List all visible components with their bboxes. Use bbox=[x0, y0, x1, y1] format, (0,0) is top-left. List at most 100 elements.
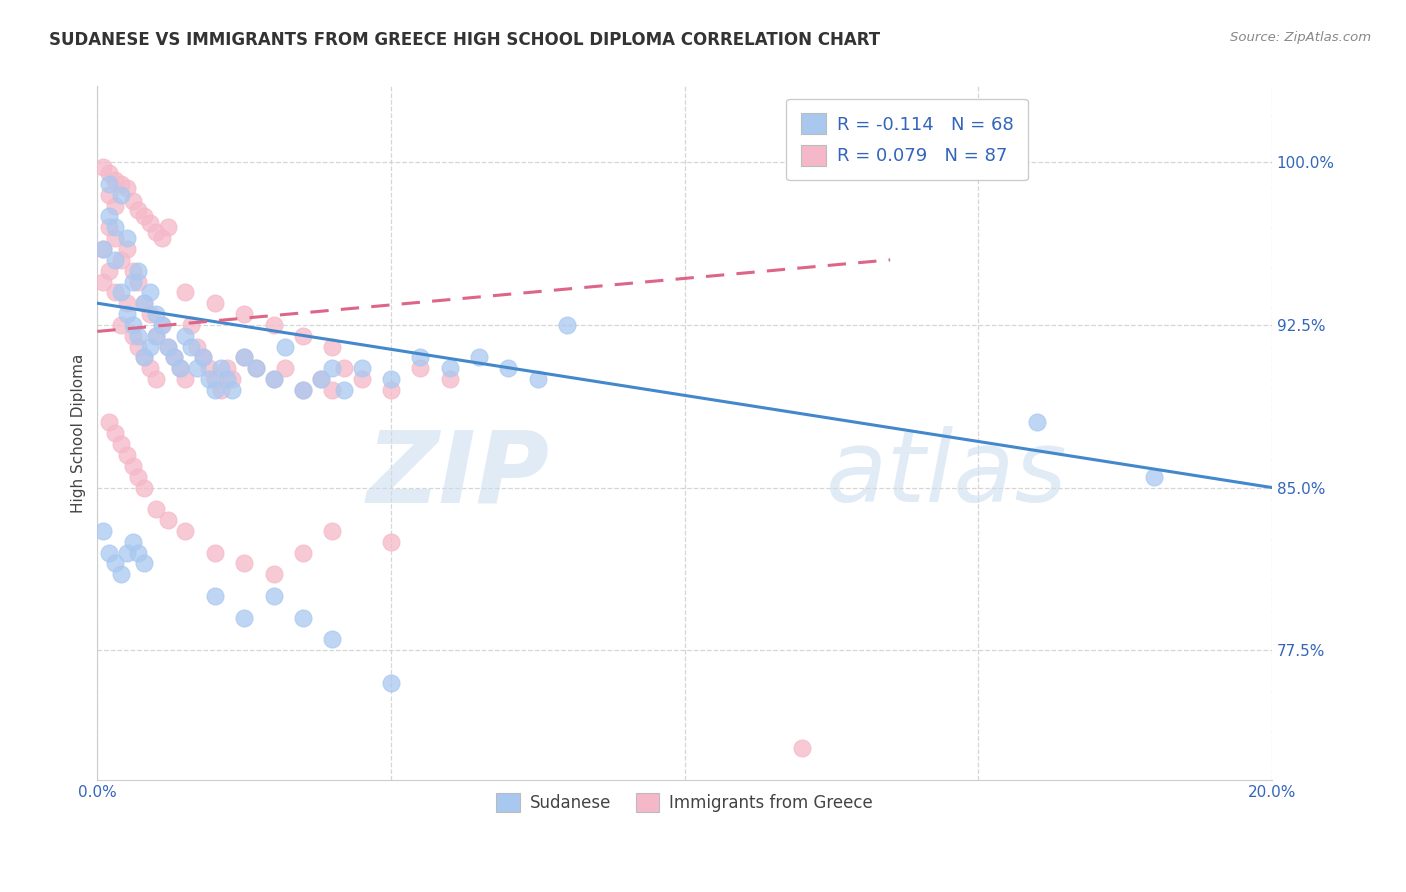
Point bbox=[139, 340, 162, 354]
Point bbox=[245, 361, 267, 376]
Legend: Sudanese, Immigrants from Greece: Sudanese, Immigrants from Greece bbox=[485, 781, 884, 824]
Point bbox=[98, 210, 121, 224]
Point bbox=[134, 210, 156, 224]
Point bbox=[156, 513, 179, 527]
Point bbox=[186, 340, 208, 354]
Point bbox=[180, 340, 202, 354]
Point bbox=[145, 372, 167, 386]
Point bbox=[221, 372, 243, 386]
Point bbox=[263, 372, 285, 386]
Point bbox=[134, 557, 156, 571]
Point bbox=[110, 187, 132, 202]
Point bbox=[291, 383, 314, 397]
Point bbox=[115, 242, 138, 256]
Point bbox=[233, 610, 256, 624]
Point bbox=[174, 524, 197, 538]
Point bbox=[115, 231, 138, 245]
Point bbox=[98, 187, 121, 202]
Point bbox=[263, 567, 285, 582]
Point bbox=[104, 172, 127, 186]
Point bbox=[291, 328, 314, 343]
Point bbox=[98, 416, 121, 430]
Point bbox=[121, 263, 143, 277]
Point bbox=[350, 361, 373, 376]
Point bbox=[121, 194, 143, 209]
Point bbox=[221, 383, 243, 397]
Point bbox=[104, 199, 127, 213]
Point bbox=[245, 361, 267, 376]
Point bbox=[150, 318, 173, 332]
Point bbox=[174, 372, 197, 386]
Point bbox=[180, 318, 202, 332]
Point bbox=[115, 546, 138, 560]
Point bbox=[468, 351, 491, 365]
Point bbox=[321, 632, 343, 647]
Point bbox=[291, 610, 314, 624]
Point bbox=[115, 296, 138, 310]
Point bbox=[274, 361, 297, 376]
Y-axis label: High School Diploma: High School Diploma bbox=[72, 353, 86, 513]
Point bbox=[145, 328, 167, 343]
Point bbox=[104, 426, 127, 441]
Point bbox=[127, 263, 149, 277]
Point bbox=[333, 383, 356, 397]
Point bbox=[204, 546, 226, 560]
Point bbox=[204, 296, 226, 310]
Point bbox=[191, 351, 214, 365]
Point bbox=[380, 372, 402, 386]
Point bbox=[233, 351, 256, 365]
Point bbox=[198, 372, 221, 386]
Point bbox=[215, 372, 238, 386]
Point bbox=[163, 351, 186, 365]
Point bbox=[134, 481, 156, 495]
Point bbox=[127, 469, 149, 483]
Point bbox=[127, 340, 149, 354]
Point bbox=[156, 220, 179, 235]
Point bbox=[555, 318, 578, 332]
Point bbox=[110, 285, 132, 300]
Point bbox=[1026, 416, 1049, 430]
Point bbox=[91, 242, 114, 256]
Point bbox=[110, 318, 132, 332]
Point bbox=[233, 557, 256, 571]
Point bbox=[191, 351, 214, 365]
Point bbox=[209, 383, 232, 397]
Point bbox=[156, 340, 179, 354]
Point bbox=[134, 296, 156, 310]
Text: SUDANESE VS IMMIGRANTS FROM GREECE HIGH SCHOOL DIPLOMA CORRELATION CHART: SUDANESE VS IMMIGRANTS FROM GREECE HIGH … bbox=[49, 31, 880, 49]
Point bbox=[115, 181, 138, 195]
Point bbox=[139, 285, 162, 300]
Point bbox=[263, 589, 285, 603]
Point bbox=[321, 524, 343, 538]
Point bbox=[790, 740, 813, 755]
Point bbox=[110, 252, 132, 267]
Point bbox=[127, 275, 149, 289]
Point bbox=[263, 372, 285, 386]
Point bbox=[409, 351, 432, 365]
Point bbox=[121, 318, 143, 332]
Point bbox=[209, 361, 232, 376]
Point bbox=[98, 177, 121, 191]
Point bbox=[527, 372, 550, 386]
Point bbox=[91, 275, 114, 289]
Text: Source: ZipAtlas.com: Source: ZipAtlas.com bbox=[1230, 31, 1371, 45]
Point bbox=[204, 383, 226, 397]
Point bbox=[127, 328, 149, 343]
Point bbox=[233, 307, 256, 321]
Point bbox=[121, 534, 143, 549]
Point bbox=[156, 340, 179, 354]
Point bbox=[204, 372, 226, 386]
Point bbox=[145, 502, 167, 516]
Point bbox=[350, 372, 373, 386]
Point bbox=[98, 263, 121, 277]
Point bbox=[215, 361, 238, 376]
Point bbox=[145, 225, 167, 239]
Text: atlas: atlas bbox=[825, 426, 1067, 524]
Point bbox=[150, 231, 173, 245]
Point bbox=[134, 351, 156, 365]
Point bbox=[409, 361, 432, 376]
Text: ZIP: ZIP bbox=[367, 426, 550, 524]
Point bbox=[186, 361, 208, 376]
Point bbox=[333, 361, 356, 376]
Point bbox=[498, 361, 520, 376]
